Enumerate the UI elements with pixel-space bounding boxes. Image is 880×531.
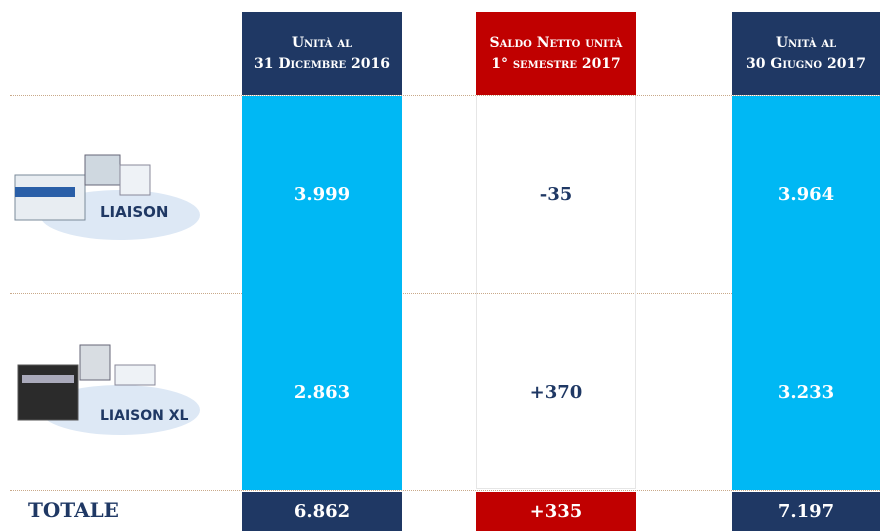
cell: 2.863	[242, 294, 402, 490]
slide: Unità al 31 Dicembre 2016 Saldo Netto un…	[0, 0, 880, 531]
logo-text: LIAISON XL	[100, 408, 189, 424]
cell: 3.999	[242, 96, 402, 293]
header-line: Saldo Netto unità	[490, 33, 623, 54]
column-header: Saldo Netto unità 1° semestre 2017	[476, 12, 636, 95]
cell: 3.964	[732, 96, 880, 293]
cell: 3.233	[732, 294, 880, 490]
cell: -35	[476, 96, 636, 293]
header-line: Unità al	[776, 33, 836, 54]
row-divider	[10, 490, 880, 491]
column-header: Unità al 31 Dicembre 2016	[242, 12, 402, 95]
cell: +370	[476, 294, 636, 490]
header-line: Unità al	[292, 33, 352, 54]
header-line: 1° semestre 2017	[491, 54, 621, 75]
total-cell: 6.862	[242, 492, 402, 531]
logo-text: LIAISON	[100, 203, 168, 221]
header-line: 31 Dicembre 2016	[254, 54, 390, 75]
column-header: Unità al 30 Giugno 2017	[732, 12, 880, 95]
total-cell: +335	[476, 492, 636, 531]
total-cell: 7.197	[732, 492, 880, 531]
header-line: 30 Giugno 2017	[746, 54, 866, 75]
product-logo: LIAISON	[10, 145, 200, 245]
product-logo: LIAISON XL	[10, 340, 200, 440]
total-label: TOTALE	[28, 498, 119, 522]
